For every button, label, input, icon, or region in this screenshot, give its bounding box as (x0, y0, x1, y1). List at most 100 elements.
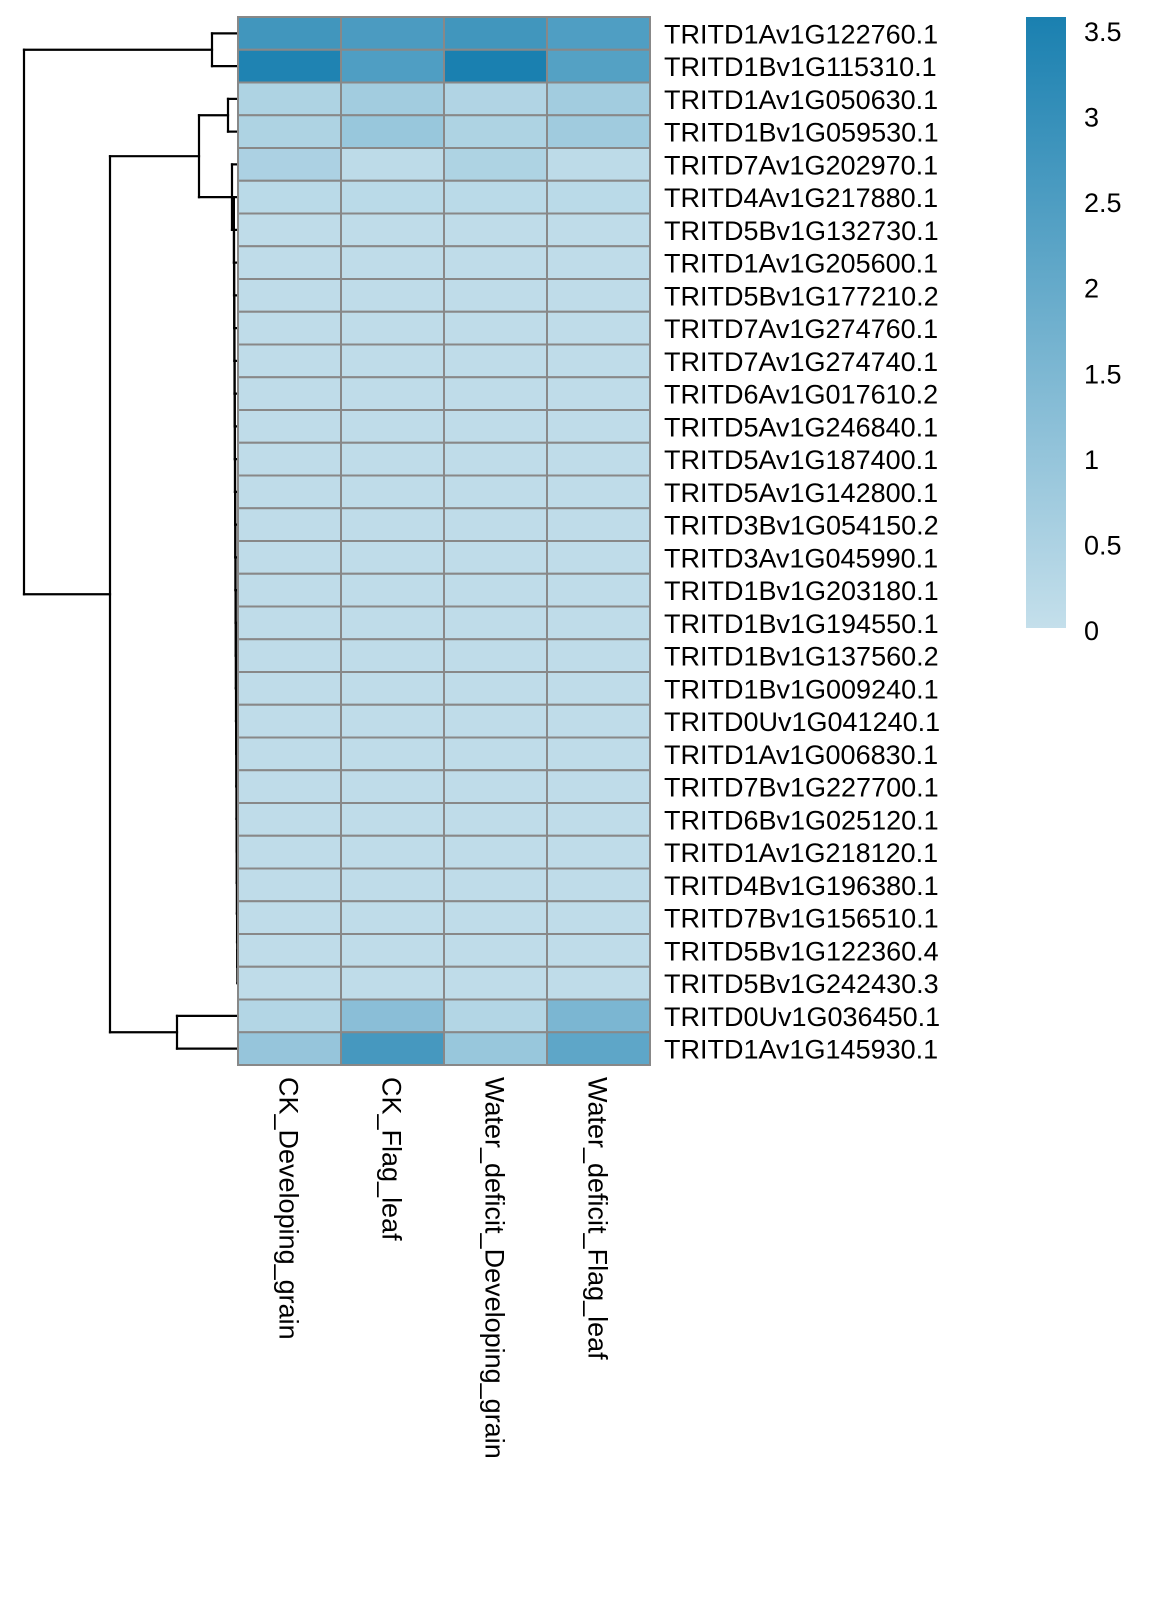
heatmap-cell (237, 998, 342, 1034)
heatmap-cell (546, 933, 651, 968)
heatmap-cell (546, 671, 651, 706)
heatmap-cell (237, 278, 342, 313)
heatmap-cell (443, 212, 548, 248)
heatmap-cell (340, 1031, 445, 1066)
heatmap-cell (237, 638, 342, 673)
row-label: TRITD1Av1G050630.1 (664, 85, 938, 115)
heatmap-cell (546, 965, 651, 1001)
row-label: TRITD1Av1G205600.1 (664, 249, 938, 279)
heatmap-cell (237, 376, 342, 411)
heatmap-cell (237, 507, 342, 542)
heatmap-cell (546, 703, 651, 739)
colorbar (1026, 17, 1066, 628)
heatmap-cell (237, 965, 342, 1001)
row-label: TRITD1Bv1G137560.2 (664, 642, 939, 672)
heatmap-cell (237, 540, 342, 575)
heatmap-cell (443, 867, 548, 903)
row-label: TRITD5Bv1G122360.4 (664, 936, 939, 966)
heatmap-cell (443, 310, 548, 346)
heatmap-cell (340, 933, 445, 968)
heatmap-cell (237, 81, 342, 117)
row-label: TRITD5Bv1G132730.1 (664, 216, 939, 246)
heatmap-cell (237, 572, 342, 608)
heatmap-cell (546, 376, 651, 411)
heatmap-cell (237, 441, 342, 477)
heatmap-cell (546, 802, 651, 837)
heatmap-cell (340, 474, 445, 510)
heatmap-cell (443, 965, 548, 1001)
heatmap-cell (443, 834, 548, 870)
heatmap-cell (340, 834, 445, 870)
heatmap-cell (237, 900, 342, 935)
heatmap-cell (443, 802, 548, 837)
color-legend: 0 0.5 1 1.5 2 2.5 3 3.5 (1026, 17, 1122, 646)
heatmap-cell (237, 933, 342, 968)
column-label: CK_Flag_leaf (377, 1077, 407, 1241)
column-label: CK_Developing_grain (274, 1077, 304, 1340)
heatmap-cell (237, 147, 342, 182)
heatmap-cell (340, 998, 445, 1034)
heatmap-cell (443, 245, 548, 280)
heatmap-cell (546, 114, 651, 149)
heatmap-cell (546, 310, 651, 346)
colorbar-tick-label: 0 (1084, 616, 1099, 646)
heatmap-cell (443, 376, 548, 411)
heatmap-cell (237, 867, 342, 903)
row-label: TRITD7Av1G202970.1 (664, 150, 938, 180)
heatmap-cell (340, 16, 445, 51)
heatmap-cell (546, 81, 651, 117)
heatmap-cell (443, 1031, 548, 1066)
heatmap-cell (443, 507, 548, 542)
colorbar-tick-label: 1.5 (1084, 359, 1122, 389)
heatmap-cell (340, 507, 445, 542)
heatmap-cell (443, 147, 548, 182)
heatmap-cell (546, 474, 651, 510)
heatmap-cell (443, 933, 548, 968)
heatmap-cells (237, 16, 651, 1066)
heatmap-cell (443, 409, 548, 444)
row-label: TRITD5Av1G187400.1 (664, 445, 938, 475)
heatmap-cell (340, 802, 445, 837)
heatmap-cell (546, 179, 651, 215)
row-label: TRITD1Bv1G194550.1 (664, 609, 939, 639)
row-label: TRITD5Av1G246840.1 (664, 412, 938, 442)
row-label: TRITD3Bv1G054150.2 (664, 511, 939, 541)
heatmap-cell (443, 572, 548, 608)
row-label: TRITD1Bv1G009240.1 (664, 674, 939, 704)
heatmap-cell (237, 343, 342, 379)
heatmap-cell (546, 409, 651, 444)
row-label: TRITD1Bv1G203180.1 (664, 576, 939, 606)
heatmap-cell (340, 212, 445, 248)
heatmap-cell (340, 245, 445, 280)
heatmap-cell (237, 834, 342, 870)
column-labels: CK_Developing_grain CK_Flag_leaf Water_def… (274, 1077, 613, 1459)
heatmap-cell (443, 179, 548, 215)
colorbar-tick-label: 0.5 (1084, 530, 1122, 560)
heatmap-cell (546, 343, 651, 379)
heatmap-cell (546, 147, 651, 182)
heatmap-cell (546, 769, 651, 804)
heatmap-cell (443, 638, 548, 673)
row-label: TRITD6Av1G017610.2 (664, 380, 938, 410)
heatmap-cell (340, 703, 445, 739)
row-label: TRITD1Bv1G059530.1 (664, 118, 939, 148)
row-label: TRITD4Av1G217880.1 (664, 183, 938, 213)
heatmap-cell (546, 900, 651, 935)
heatmap-cell (546, 16, 651, 51)
column-label: Water_deficit_Flag_leaf (583, 1077, 613, 1360)
heatmap-cell (443, 900, 548, 935)
heatmap-cell (340, 147, 445, 182)
heatmap-cell (546, 441, 651, 477)
heatmap-cell (443, 671, 548, 706)
heatmap-cell (443, 736, 548, 772)
heatmap-cell (443, 114, 548, 149)
heatmap-cell (340, 409, 445, 444)
row-label: TRITD5Bv1G242430.3 (664, 969, 939, 999)
heatmap-cell (237, 48, 342, 84)
heatmap-cell (237, 802, 342, 837)
row-label: TRITD0Uv1G041240.1 (664, 707, 940, 737)
heatmap-cell (546, 1031, 651, 1066)
heatmap-cell (237, 409, 342, 444)
heatmap-cell (340, 867, 445, 903)
